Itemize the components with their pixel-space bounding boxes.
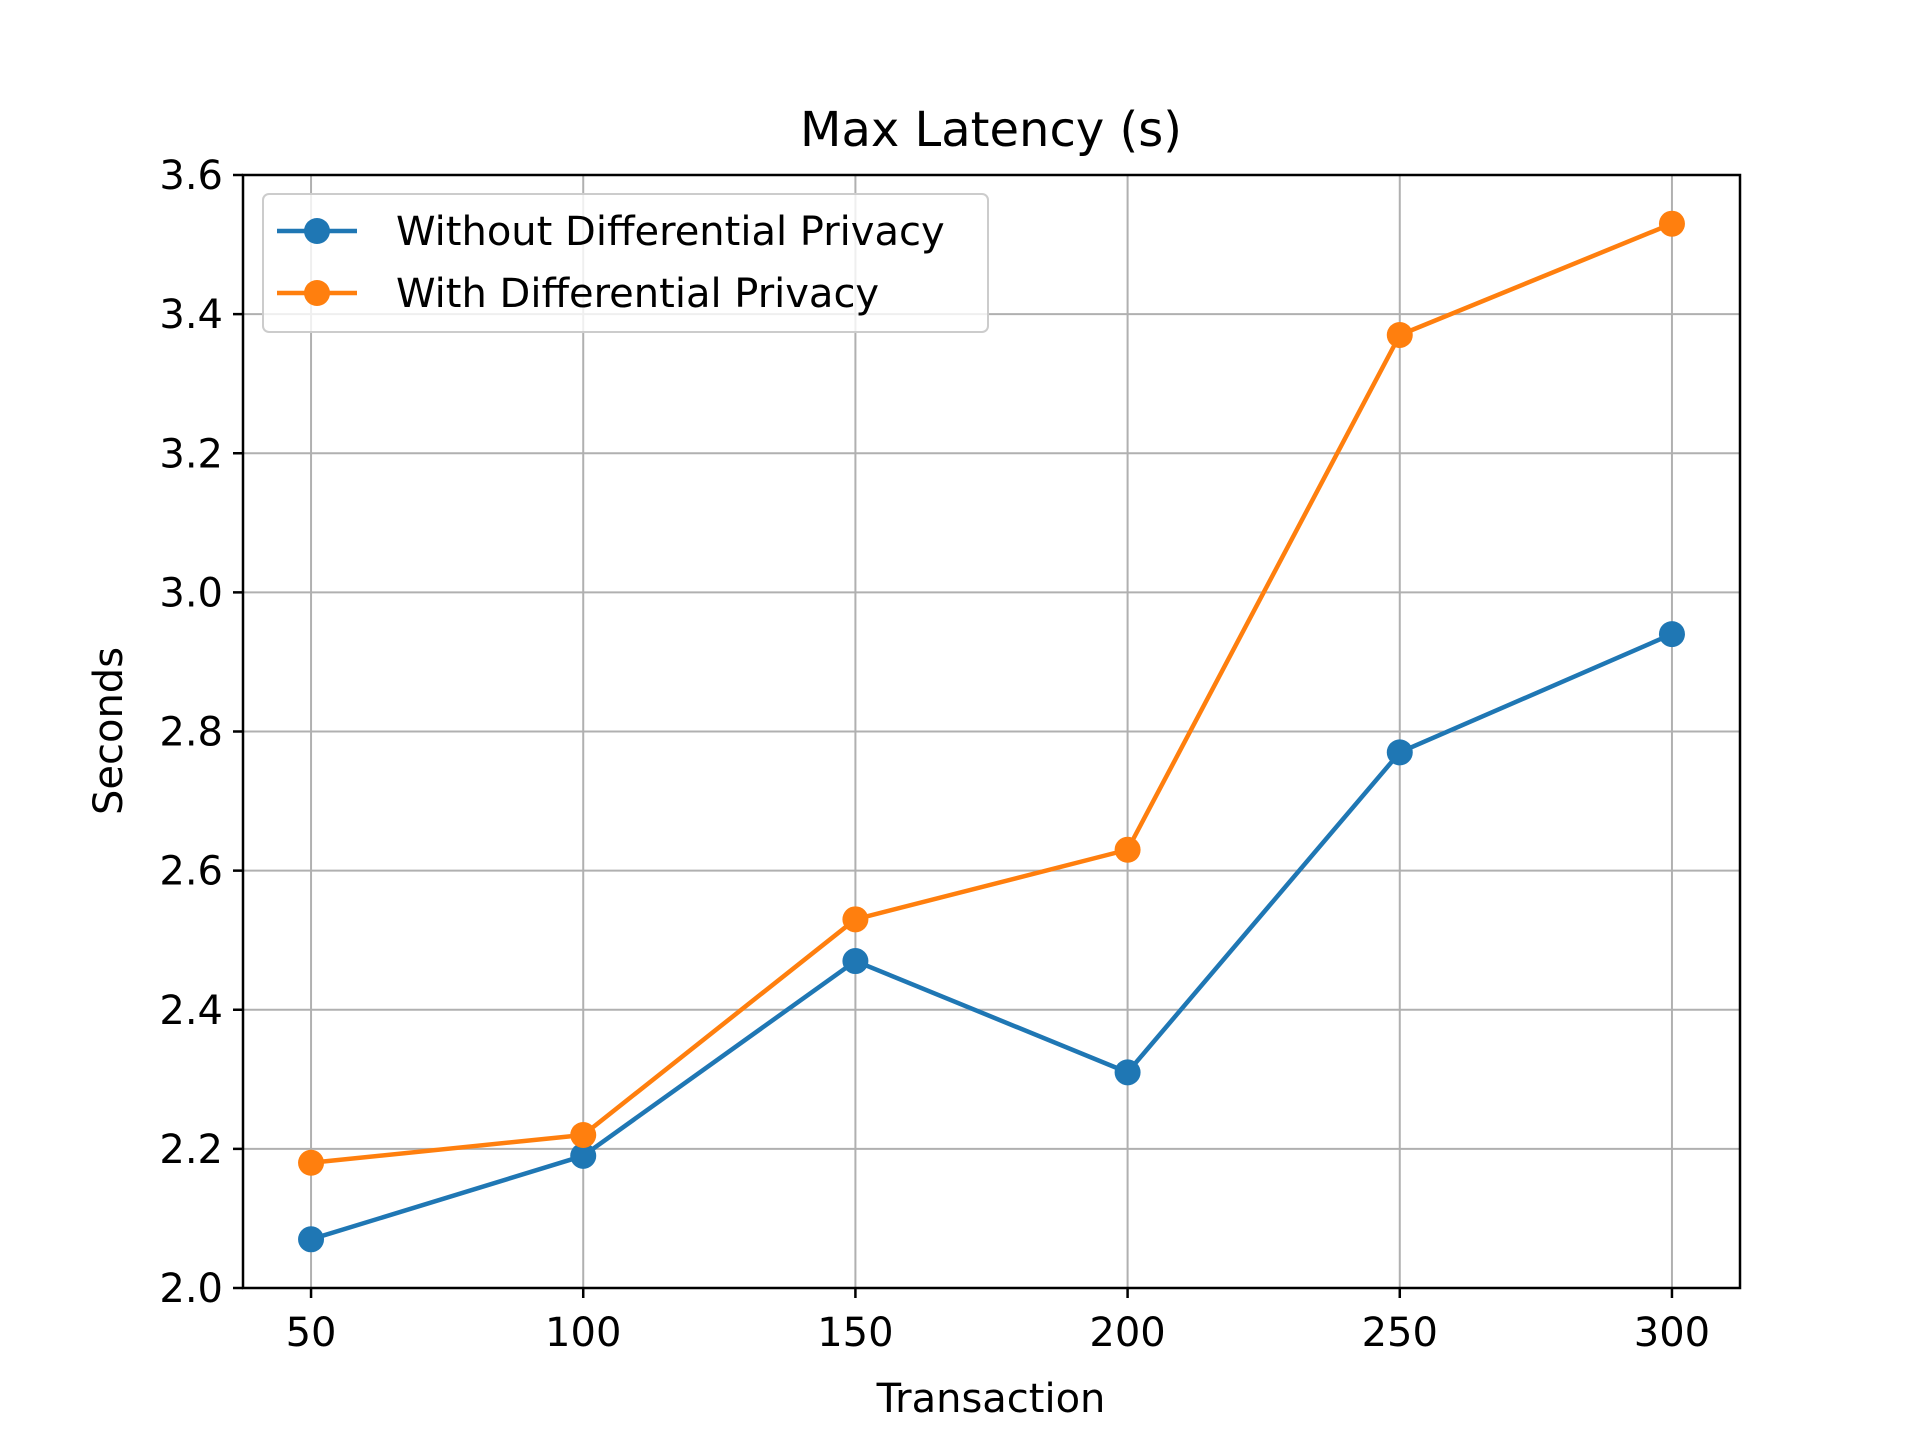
x-tick-label: 300 [1634,1310,1710,1356]
y-axis-title: Seconds [86,647,132,815]
legend-marker-without-dp [304,218,330,244]
data-point-with-dp [1658,210,1685,237]
x-tick-label: 50 [286,1310,337,1356]
data-point-without-dp [570,1142,597,1169]
data-point-with-dp [298,1149,325,1176]
y-tick-label: 3.6 [159,153,223,199]
data-point-without-dp [1386,739,1413,766]
data-point-with-dp [842,906,869,933]
x-tick-label: 200 [1089,1310,1165,1356]
legend-entry-without-dp: Without Differential Privacy [277,209,945,255]
legend-entry-with-dp: With Differential Privacy [277,271,879,317]
series-line-with-dp [308,220,1675,1166]
x-axis-title: Transaction [876,1376,1106,1422]
legend-label-without-dp: Without Differential Privacy [396,209,945,255]
chart-title: Max Latency (s) [800,102,1182,158]
data-point-without-dp [842,948,869,975]
legend-marker-with-dp [304,280,330,306]
x-tick-label: 150 [817,1310,893,1356]
y-tick-label: 3.4 [159,292,223,338]
legend-box [262,193,989,333]
y-tick-label: 2.0 [159,1266,223,1312]
y-tick-label: 2.2 [159,1127,223,1173]
series-with-dp [298,210,1685,1176]
y-tick-label: 3.2 [159,431,223,477]
series-line-without-dp [308,631,1675,1243]
data-point-without-dp [298,1226,325,1253]
legend-label-with-dp: With Differential Privacy [396,271,879,317]
y-tick-label: 3.0 [159,570,223,616]
x-tick-label: 100 [545,1310,621,1356]
y-tick-label: 2.6 [159,849,223,895]
series-layer [298,210,1685,1253]
data-point-with-dp [570,1121,597,1148]
data-point-with-dp [1386,321,1413,348]
tick-layer: 50 100 150 200 250 300 2.0 2.2 2.4 2.6 2.8 3.0 3.2 3.… [159,153,1710,1356]
grid-layer [243,174,1740,1289]
y-tick-label: 2.4 [159,988,223,1034]
y-tick-label: 2.8 [159,710,223,756]
series-without-dp [298,621,1685,1253]
data-point-with-dp [1114,836,1141,863]
data-point-without-dp [1658,621,1685,648]
x-tick-label: 250 [1362,1310,1438,1356]
data-point-without-dp [1114,1059,1141,1086]
legend: Without Differential Privacy With Differ… [262,193,989,333]
